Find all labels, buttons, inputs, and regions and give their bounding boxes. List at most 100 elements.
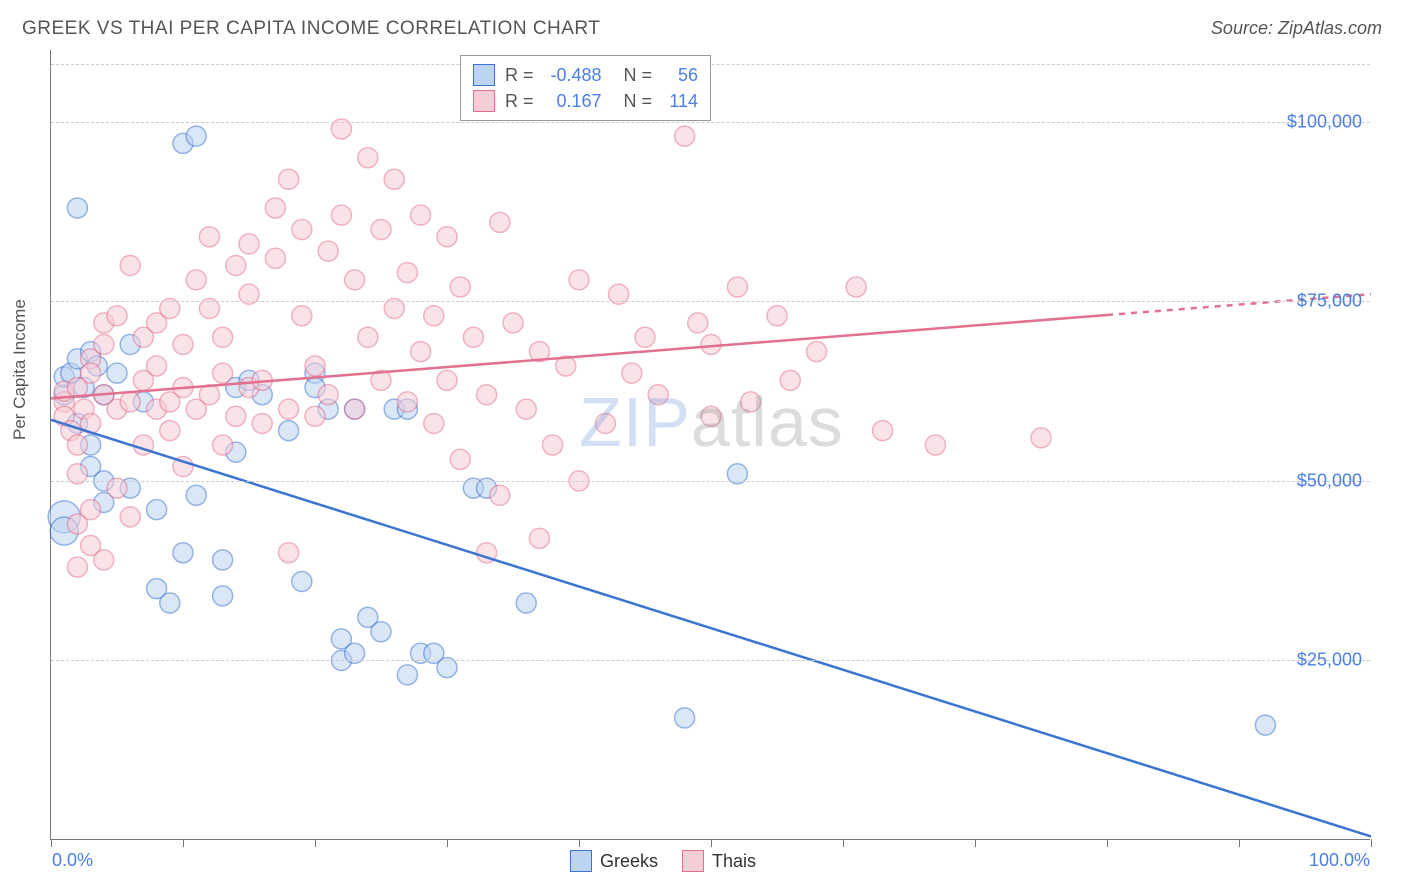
y-tick-label: $50,000	[1297, 470, 1362, 491]
y-tick-label: $100,000	[1287, 111, 1362, 132]
scatter-point-thais	[265, 248, 285, 268]
legend-r-label: R =	[505, 62, 534, 88]
scatter-point-thais	[213, 327, 233, 347]
scatter-point-thais	[424, 306, 444, 326]
correlation-legend: R =-0.488N =56R =0.167N =114	[460, 55, 711, 121]
chart-title: GREEK VS THAI PER CAPITA INCOME CORRELAT…	[22, 18, 600, 40]
scatter-point-thais	[81, 363, 101, 383]
scatter-point-thais	[147, 356, 167, 376]
scatter-point-thais	[94, 334, 114, 354]
scatter-point-thais	[397, 263, 417, 283]
scatter-point-thais	[331, 205, 351, 225]
scatter-point-thais	[477, 385, 497, 405]
scatter-point-greeks	[213, 586, 233, 606]
scatter-point-thais	[767, 306, 787, 326]
scatter-point-thais	[701, 406, 721, 426]
scatter-point-thais	[305, 356, 325, 376]
chart-container: GREEK VS THAI PER CAPITA INCOME CORRELAT…	[0, 0, 1406, 892]
scatter-point-thais	[67, 557, 87, 577]
gridline-h	[51, 481, 1370, 482]
scatter-point-thais	[925, 435, 945, 455]
legend-swatch-thais	[473, 90, 495, 112]
scatter-point-thais	[873, 421, 893, 441]
scatter-point-thais	[543, 435, 563, 455]
scatter-point-thais	[675, 126, 695, 146]
scatter-point-thais	[358, 327, 378, 347]
scatter-point-thais	[358, 148, 378, 168]
scatter-point-thais	[490, 485, 510, 505]
scatter-point-thais	[226, 255, 246, 275]
scatter-point-thais	[252, 413, 272, 433]
x-axis-max-label: 100.0%	[1309, 850, 1370, 871]
scatter-point-thais	[186, 270, 206, 290]
scatter-point-thais	[424, 413, 444, 433]
x-tick	[1371, 839, 1372, 847]
legend-label-greeks: Greeks	[600, 851, 658, 872]
y-axis-label: Per Capita Income	[10, 299, 30, 440]
scatter-point-thais	[81, 500, 101, 520]
x-tick	[579, 839, 580, 847]
x-tick	[51, 839, 52, 847]
scatter-point-thais	[622, 363, 642, 383]
series-legend: Greeks Thais	[570, 850, 756, 872]
scatter-point-thais	[173, 334, 193, 354]
source-name: ZipAtlas.com	[1278, 18, 1382, 38]
scatter-point-thais	[397, 392, 417, 412]
x-tick	[1239, 839, 1240, 847]
scatter-point-greeks	[675, 708, 695, 728]
x-tick	[183, 839, 184, 847]
scatter-point-greeks	[67, 198, 87, 218]
scatter-point-greeks	[186, 485, 206, 505]
scatter-point-greeks	[397, 665, 417, 685]
legend-n-value-thais: 114	[662, 88, 698, 114]
legend-label-thais: Thais	[712, 851, 756, 872]
y-tick-label: $25,000	[1297, 650, 1362, 671]
gridline-h	[51, 122, 1370, 123]
scatter-point-thais	[384, 169, 404, 189]
scatter-svg	[51, 50, 1370, 839]
trend-line-greeks	[51, 420, 1371, 837]
x-tick	[843, 839, 844, 847]
scatter-point-thais	[120, 507, 140, 527]
scatter-point-thais	[226, 406, 246, 426]
scatter-point-thais	[490, 212, 510, 232]
legend-swatch-greeks	[570, 850, 592, 872]
scatter-point-thais	[213, 363, 233, 383]
scatter-point-thais	[345, 399, 365, 419]
scatter-point-thais	[780, 370, 800, 390]
scatter-point-thais	[292, 220, 312, 240]
x-axis-min-label: 0.0%	[52, 850, 93, 871]
scatter-point-thais	[160, 421, 180, 441]
scatter-point-thais	[503, 313, 523, 333]
x-tick	[1107, 839, 1108, 847]
scatter-point-thais	[318, 241, 338, 261]
scatter-point-thais	[345, 270, 365, 290]
legend-swatch-thais	[682, 850, 704, 872]
legend-r-label: R =	[505, 88, 534, 114]
scatter-point-thais	[279, 169, 299, 189]
scatter-point-greeks	[213, 550, 233, 570]
scatter-point-thais	[807, 342, 827, 362]
scatter-point-thais	[741, 392, 761, 412]
scatter-point-thais	[305, 406, 325, 426]
plot-area: ZIPatlas $25,000$50,000$75,000$100,000	[50, 50, 1370, 840]
scatter-point-thais	[437, 227, 457, 247]
x-tick	[975, 839, 976, 847]
scatter-point-thais	[688, 313, 708, 333]
scatter-point-thais	[411, 342, 431, 362]
scatter-point-thais	[239, 234, 259, 254]
scatter-point-thais	[1031, 428, 1051, 448]
scatter-point-thais	[648, 385, 668, 405]
scatter-point-thais	[67, 435, 87, 455]
scatter-point-greeks	[186, 126, 206, 146]
scatter-point-thais	[199, 227, 219, 247]
gridline-h	[51, 301, 1370, 302]
scatter-point-thais	[727, 277, 747, 297]
scatter-point-thais	[94, 550, 114, 570]
x-tick	[711, 839, 712, 847]
scatter-point-thais	[450, 449, 470, 469]
scatter-point-greeks	[173, 543, 193, 563]
scatter-point-thais	[199, 385, 219, 405]
scatter-point-greeks	[147, 500, 167, 520]
legend-entry-thais: Thais	[682, 850, 756, 872]
